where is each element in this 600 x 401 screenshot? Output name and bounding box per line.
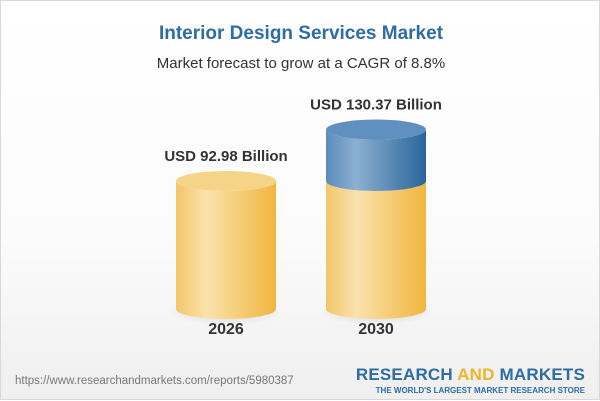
data-label: USD 130.37 Billion bbox=[310, 97, 442, 114]
cylinder-body-base-2026 bbox=[176, 181, 276, 319]
logo-part-2: AND bbox=[457, 365, 495, 384]
chart-subtitle: Market forecast to grow at a CAGR of 8.8… bbox=[156, 55, 446, 72]
logo-part-3: MARKETS bbox=[494, 365, 585, 384]
research-and-markets-logo: RESEARCH AND MARKETS THE WORLD'S LARGEST… bbox=[356, 365, 585, 395]
category-label: 2030 bbox=[358, 321, 394, 338]
category-label: 2026 bbox=[208, 321, 244, 338]
cylinder-body-growth-2030 bbox=[326, 129, 426, 191]
cylinder-top-2026 bbox=[176, 171, 276, 191]
cylinder-top-growth-2030 bbox=[326, 119, 426, 140]
cylinder-body-base-2030 bbox=[326, 181, 426, 319]
data-label: USD 92.98 Billion bbox=[164, 148, 287, 165]
report-url[interactable]: https://www.researchandmarkets.com/repor… bbox=[15, 375, 294, 387]
chart-title: Interior Design Services Market bbox=[158, 23, 444, 44]
logo-part-1: RESEARCH bbox=[355, 365, 458, 384]
logo-tagline: THE WORLD'S LARGEST MARKET RESEARCH STOR… bbox=[375, 386, 585, 395]
